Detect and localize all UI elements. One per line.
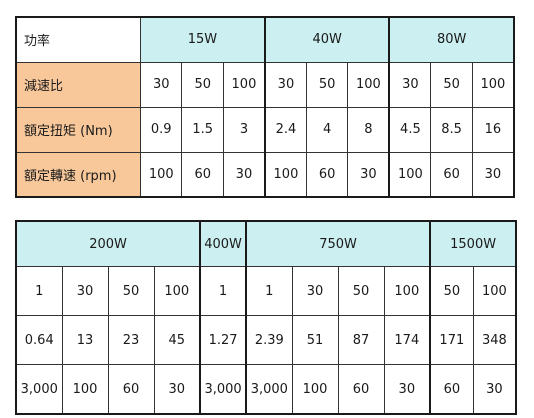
table-cell: 1.27 <box>199 315 247 365</box>
torque-row: 額定扭矩 (Nm) 0.9 1.5 3 2.4 4 8 4.5 8.5 16 <box>15 106 515 153</box>
table-cell: 100 <box>347 61 390 108</box>
table-cell: 30 <box>153 364 201 415</box>
table-cell: 100 <box>263 151 307 198</box>
table-cell: 2.39 <box>245 315 293 365</box>
table-cell: 50 <box>107 266 155 316</box>
ratio-row: 1 30 50 100 1 1 30 50 100 50 100 <box>15 266 517 316</box>
table-cell: 13 <box>61 315 109 365</box>
table-cell: 1 <box>245 266 293 316</box>
table-cell: 4.5 <box>388 106 432 153</box>
power-label: 功率 <box>15 16 141 63</box>
torque-label: 額定扭矩 (Nm) <box>15 106 141 153</box>
ratio-label: 減速比 <box>15 61 141 108</box>
table-cell: 100 <box>61 364 109 415</box>
table-cell: 100 <box>291 364 339 415</box>
speed-row: 3,000 100 60 30 3,000 3,000 100 60 30 60… <box>15 364 517 415</box>
power-header-15w: 15W <box>139 16 266 63</box>
table-cell: 1 <box>199 266 247 316</box>
power-header-750w: 750W <box>245 220 431 267</box>
power-row: 200W 400W 750W 1500W <box>15 220 517 267</box>
table-cell: 30 <box>263 61 307 108</box>
table-cell: 4 <box>305 106 349 153</box>
power-header-80w: 80W <box>388 16 515 63</box>
table-cell: 2.4 <box>263 106 307 153</box>
table-cell: 30 <box>472 364 517 415</box>
table-cell: 87 <box>337 315 385 365</box>
table-cell: 1.5 <box>181 106 224 153</box>
power-row: 功率 15W 40W 80W <box>15 16 515 63</box>
table-cell: 60 <box>429 364 474 415</box>
table-cell: 50 <box>181 61 224 108</box>
table-cell: 3,000 <box>15 364 63 415</box>
table-cell: 30 <box>383 364 431 415</box>
table-cell: 16 <box>471 106 515 153</box>
table-cell: 100 <box>472 266 517 316</box>
power-header-40w: 40W <box>263 16 390 63</box>
table-cell: 3 <box>222 106 266 153</box>
spec-table-bottom: 200W 400W 750W 1500W 1 30 50 100 1 1 30 … <box>15 220 518 415</box>
table-cell: 23 <box>107 315 155 365</box>
table-cell: 8 <box>347 106 390 153</box>
table-cell: 100 <box>139 151 183 198</box>
table-cell: 30 <box>388 61 432 108</box>
table-cell: 30 <box>222 151 266 198</box>
table-cell: 50 <box>430 61 473 108</box>
table-cell: 3,000 <box>199 364 247 415</box>
speed-row: 額定轉速 (rpm) 100 60 30 100 60 30 100 60 30 <box>15 151 515 198</box>
table-cell: 45 <box>153 315 201 365</box>
table-cell: 50 <box>337 266 385 316</box>
table-cell: 60 <box>305 151 349 198</box>
table-cell: 348 <box>472 315 517 365</box>
power-header-200w: 200W <box>15 220 201 267</box>
table-cell: 3,000 <box>245 364 293 415</box>
table-cell: 100 <box>153 266 201 316</box>
table-cell: 0.64 <box>15 315 63 365</box>
table-cell: 1 <box>15 266 63 316</box>
power-header-400w: 400W <box>199 220 247 267</box>
table-cell: 174 <box>383 315 431 365</box>
table-cell: 50 <box>305 61 349 108</box>
table-cell: 100 <box>222 61 266 108</box>
ratio-row: 減速比 30 50 100 30 50 100 30 50 100 <box>15 61 515 108</box>
table-cell: 8.5 <box>430 106 473 153</box>
torque-row: 0.64 13 23 45 1.27 2.39 51 87 174 171 34… <box>15 315 517 365</box>
speed-label: 額定轉速 (rpm) <box>15 151 141 198</box>
table-cell: 60 <box>430 151 473 198</box>
power-header-1500w: 1500W <box>429 220 517 267</box>
table-cell: 100 <box>388 151 432 198</box>
table-cell: 60 <box>337 364 385 415</box>
spec-table-top: 功率 15W 40W 80W 減速比 30 50 100 30 50 100 3… <box>15 16 515 198</box>
table-cell: 51 <box>291 315 339 365</box>
table-cell: 50 <box>429 266 474 316</box>
table-cell: 0.9 <box>139 106 183 153</box>
table-cell: 60 <box>181 151 224 198</box>
table-cell: 30 <box>61 266 109 316</box>
table-cell: 30 <box>471 151 515 198</box>
table-cell: 60 <box>107 364 155 415</box>
table-cell: 30 <box>347 151 390 198</box>
table-cell: 30 <box>139 61 183 108</box>
table-cell: 100 <box>471 61 515 108</box>
table-cell: 100 <box>383 266 431 316</box>
table-cell: 171 <box>429 315 474 365</box>
table-cell: 30 <box>291 266 339 316</box>
